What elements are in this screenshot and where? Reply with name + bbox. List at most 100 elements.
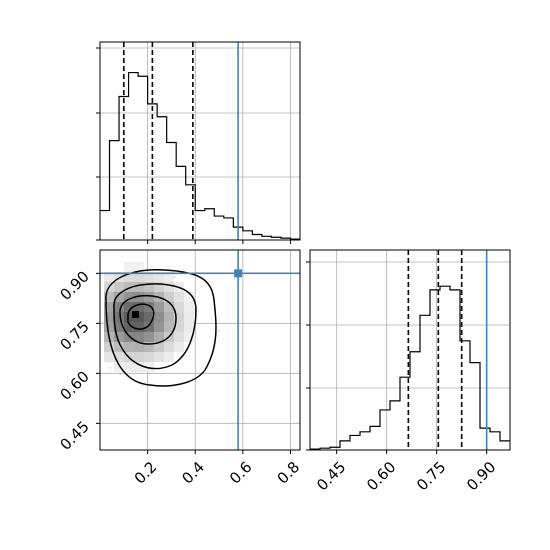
axes-frame [99,249,301,451]
density-cell [144,322,154,332]
density-cell [134,302,144,312]
density-cell [154,312,164,322]
density-cell [164,342,174,352]
density-cell [104,272,114,282]
scatter-point [119,373,122,376]
histogram-panel-x [96,41,301,244]
density-cell [144,302,154,312]
density-cell [164,292,174,302]
histogram-steps [100,71,300,240]
density-cell [114,342,124,352]
density-cell [124,262,134,272]
density-cell [124,272,134,282]
axes-frame [309,249,511,451]
quantile-lines [123,42,194,240]
density-cell [114,292,124,302]
scatter-point [173,276,176,279]
density-cell [144,272,154,282]
density-cell [104,292,114,302]
density-cell [174,292,184,302]
density-cell [164,322,174,332]
density-cell [154,282,164,292]
density-cell [144,362,154,372]
density-cell [144,352,154,362]
density-cell [174,312,184,322]
y-ticks [96,47,291,244]
density-cell [184,312,194,322]
contour-line [119,294,177,345]
density-cell [134,362,144,372]
density-cell [124,342,134,352]
density-cell [174,342,184,352]
density-cell [174,332,184,342]
contour-line [113,283,197,370]
density-cell [114,362,124,372]
scatter-point [218,329,221,332]
density-cell [144,332,154,342]
density-cell [104,302,114,312]
contour-line [105,269,217,387]
density-cell [164,282,174,292]
density-cell [104,322,114,332]
density-cell [114,332,124,342]
density-cell [134,292,144,302]
truth-marker [234,269,243,278]
histogram-step [310,285,510,450]
density-cell [154,342,164,352]
density-cell [114,322,124,332]
density-cell [134,262,144,272]
y-ticks [306,261,310,451]
contour-lines [105,269,217,387]
quantile-lines [407,250,463,450]
density-cell [154,332,164,342]
density-cell [174,322,184,332]
density-cell [104,352,114,362]
density-cell [164,272,174,282]
density-cell [144,292,154,302]
axes-frame [99,41,301,241]
density-cell [124,362,134,372]
density-cell [114,272,124,282]
scatter-point [109,367,111,369]
density-cell [134,332,144,342]
density-cell [144,342,154,352]
density-cell [134,282,144,292]
density-cell [134,352,144,362]
truth-crosshair [100,250,300,450]
histogram-step [100,71,300,240]
density-cell [124,332,134,342]
density-cell [124,292,134,302]
density-cell [184,322,194,332]
density-cell [164,302,174,312]
density-cell [154,302,164,312]
contour-line [127,303,155,330]
density-cell [134,322,144,332]
density-cell [114,312,124,322]
density-cell [104,342,114,352]
density-cell [184,302,194,312]
histogram-steps [310,285,510,450]
density-cell [124,312,134,322]
density-cell [124,302,134,312]
density-cell [184,292,194,302]
density-cell [144,312,154,322]
density-cell [134,272,144,282]
density-cell [124,282,134,292]
density-cell [154,272,164,282]
density-cell [144,282,154,292]
density-cell [114,352,124,362]
density-cell [164,352,174,362]
density-cell [104,312,114,322]
density-cell [134,342,144,352]
density-cell [164,312,174,322]
density-cell [154,322,164,332]
density-cell [114,282,124,292]
peak-marker [132,311,139,318]
density-cell [154,352,164,362]
grid-lines [100,42,300,240]
density-cell [174,302,184,312]
density-cell [124,322,134,332]
density-cell [184,332,194,342]
density-cell [114,302,124,312]
